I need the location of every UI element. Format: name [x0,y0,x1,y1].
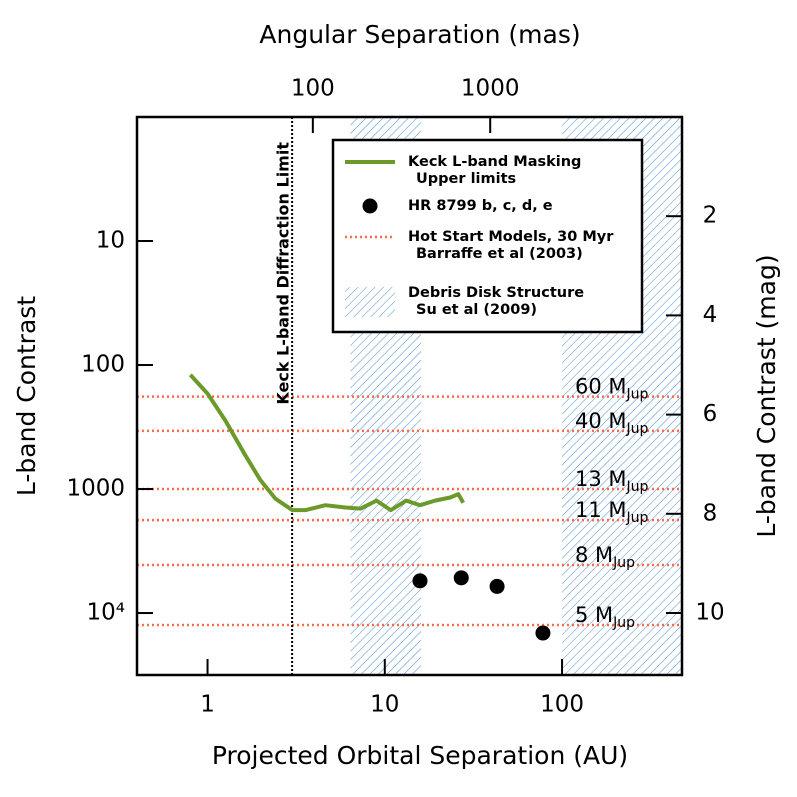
legend-hatch [345,287,395,317]
planet-point [489,578,505,594]
model-label-sub: Jup [612,555,635,571]
model-label: 13 MJup [575,467,649,495]
model-label-text: 40 M [575,409,627,433]
planet-point [412,573,428,589]
model-label: 8 MJup [575,543,635,571]
model-label-text: 8 M [575,543,613,567]
x2-tick-label: 1000 [461,76,520,102]
model-label: 5 MJup [575,603,635,631]
model-label: 40 MJup [575,409,649,437]
model-label-text: 60 M [575,375,627,399]
model-label: 11 MJup [575,498,649,526]
y-tick-label: 10⁴ [87,600,126,626]
y2-axis-label: L-band Contrast (mag) [752,254,781,537]
diffraction-label: Keck L-band Diffraction Limit [274,142,293,405]
x2-axis-label: Angular Separation (mas) [259,20,580,49]
planet-point [453,570,469,586]
model-label-text: 11 M [575,498,627,522]
y-tick-label: 1000 [66,476,125,502]
limit-curve [188,373,465,513]
legend-label: Keck L-band Masking [408,154,581,170]
model-label-sub: Jup [626,479,649,495]
legend-dot [362,198,378,214]
x-axis-label: Projected Orbital Separation (AU) [212,741,628,770]
x2-tick-label: 100 [291,76,335,102]
y-tick-label: 100 [81,352,125,378]
y-axis-label: L-band Contrast [12,296,41,496]
planet-point [535,625,551,641]
model-label-sub: Jup [626,387,649,403]
model-label: 60 MJup [575,375,649,403]
model-label-text: 13 M [575,467,627,491]
y-tick-label: 10 [96,228,125,254]
legend-label: Upper limits [416,171,516,187]
y2-tick-label: 8 [703,500,718,526]
legend-label: HR 8799 b, c, d, e [408,198,553,214]
x-tick-label: 10 [370,692,399,718]
y2-tick-label: 10 [695,600,724,626]
model-label-sub: Jup [626,421,649,437]
legend-label: Hot Start Models, 30 Myr [408,229,614,245]
y2-tick-label: 4 [703,302,718,328]
model-label-sub: Jup [626,510,649,526]
y2-tick-label: 6 [703,401,718,427]
model-label-text: 5 M [575,603,613,627]
legend-label: Su et al (2009) [416,302,537,318]
legend-label: Barraffe et al (2003) [416,246,583,262]
axes-frame [135,115,684,677]
x-tick-label: 1 [200,692,215,718]
legend-label: Debris Disk Structure [408,285,584,301]
x-tick-label: 100 [540,692,584,718]
y2-tick-label: 2 [703,203,718,229]
model-label-sub: Jup [612,615,635,631]
